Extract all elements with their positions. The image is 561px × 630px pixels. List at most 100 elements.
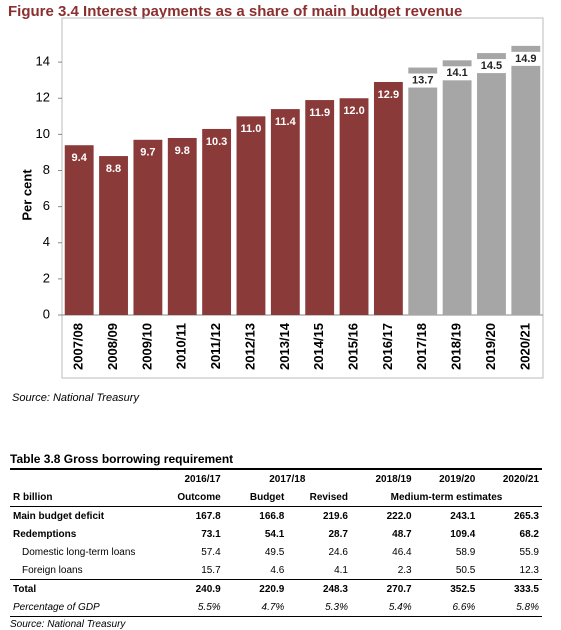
table-cell: 58.9 [455, 546, 476, 558]
label-box [407, 73, 438, 88]
table-cell: 5.5% [160, 598, 224, 617]
x-tick-label: 2008/09 [105, 323, 120, 370]
table-cell: 46.4 [392, 546, 412, 558]
table-cell: 4.7% [223, 598, 288, 617]
table-row: Total 240.9 220.9 248.3 270.7 352.5 333.5 [10, 579, 542, 598]
value-label: 9.7 [140, 147, 155, 159]
x-tick-label: 2017/18 [414, 323, 429, 370]
value-label: 10.3 [206, 136, 227, 148]
table-cell: 333.5 [478, 579, 542, 598]
value-label: 9.8 [175, 145, 190, 157]
bar [373, 81, 403, 316]
table-cell: Main budget deficit [13, 510, 105, 522]
table-cell: 4.6 [270, 564, 285, 576]
y-tick-label: 4 [43, 234, 50, 249]
table-row: R billion Outcome Budget Revised Medium-term… [10, 488, 542, 507]
label-box [510, 51, 541, 66]
y-tick-label: 0 [43, 306, 50, 321]
y-tick-label: 12 [36, 90, 50, 105]
table-row: 2016/17 2017/18 2018/19 2019/20 2020/21 [10, 470, 542, 488]
x-tick-label: 2007/08 [71, 323, 86, 370]
bar [408, 67, 438, 315]
table-cell: 2.3 [397, 564, 412, 576]
table-cell: 166.8 [259, 510, 285, 522]
table-cell: Budget [223, 488, 288, 507]
x-tick-label: 2019/20 [483, 323, 498, 370]
label-box [442, 66, 473, 81]
table-cell: 220.9 [223, 579, 288, 598]
y-tick-label: 2 [43, 270, 50, 285]
table-title: Table 3.8 Gross borrowing requirement [10, 452, 542, 470]
table-cell [10, 470, 160, 488]
value-label: 12.0 [343, 105, 364, 117]
x-tick-label: 2013/14 [277, 322, 292, 370]
chart-title: Figure 3.4 Interest payments as a share … [8, 3, 462, 20]
table-cell: 2019/20 [439, 473, 476, 485]
table-cell: 68.2 [519, 528, 539, 540]
chart-source: Source: National Treasury [12, 392, 140, 404]
x-tick-label: 2009/10 [139, 323, 154, 370]
table-cell: 48.7 [392, 528, 412, 540]
value-label: 13.7 [412, 74, 433, 86]
value-label: 11.4 [275, 116, 297, 128]
bar [477, 53, 506, 315]
x-tick-label: 2015/16 [345, 323, 360, 370]
value-label: 14.1 [446, 67, 467, 79]
x-tick-label: 2020/21 [517, 323, 532, 370]
table-cell: Domestic long-term loans [22, 546, 136, 558]
table-cell: 5.4% [350, 598, 415, 617]
table-cell: 265.3 [513, 510, 539, 522]
bar [64, 145, 94, 315]
y-tick-label: 6 [43, 198, 50, 213]
table-cell: 167.8 [195, 510, 221, 522]
table-block: Table 3.8 Gross borrowing requirement 20… [10, 452, 542, 630]
table-cell: 55.9 [519, 546, 539, 558]
table-cell: 12.3 [519, 564, 539, 576]
table-cell: Redemptions [13, 528, 77, 540]
value-label: 11.0 [241, 123, 262, 135]
table-cell: Medium-term estimates [350, 488, 542, 507]
y-axis-label: Per cent [19, 169, 34, 221]
table-cell: Percentage of GDP [10, 598, 160, 617]
table-cell: 54.1 [264, 528, 285, 540]
value-label: 9.4 [72, 152, 88, 164]
bar [305, 100, 335, 316]
table-cell: 2017/18 [269, 473, 306, 485]
label-box [476, 59, 507, 74]
plot-frame [61, 17, 544, 379]
table-cell: 352.5 [414, 579, 479, 598]
table-source: Source: National Treasury [10, 619, 126, 630]
x-tick-label: 2016/17 [380, 323, 395, 370]
table-cell: Revised [287, 488, 351, 507]
table-cell: 15.7 [201, 564, 221, 576]
y-tick-label: 10 [36, 126, 50, 141]
table-cell: 28.7 [328, 528, 348, 540]
x-tick-label: 2014/15 [311, 323, 326, 370]
value-label: 11.9 [309, 107, 330, 119]
table-cell: 109.4 [450, 528, 476, 540]
value-label: 14.5 [481, 60, 502, 72]
x-tick-label: 2012/13 [242, 323, 257, 370]
table-cell: 73.1 [201, 528, 221, 540]
y-tick-label: 14 [36, 54, 50, 69]
table-cell: Outcome [160, 488, 224, 507]
table-cell: 2016/17 [184, 473, 221, 485]
bar [236, 116, 266, 315]
table-cell: 6.6% [414, 598, 479, 617]
value-label: 12.9 [378, 89, 399, 101]
table-row: Foreign loans 15.7 4.6 4.1 2.3 50.5 12.3 [10, 561, 542, 580]
table: 2016/17 2017/18 2018/19 2019/20 2020/21 R bil… [10, 470, 542, 617]
bar [442, 60, 472, 315]
table-cell: 270.7 [350, 579, 415, 598]
table-cell: 222.0 [386, 510, 412, 522]
table-cell: 2020/21 [502, 473, 539, 485]
x-tick-label: 2010/11 [174, 323, 189, 369]
value-label: 8.8 [106, 163, 121, 175]
table-row: Percentage of GDP 5.5% 4.7% 5.3% 5.4% 6.6% 5.8… [10, 598, 542, 617]
table-cell: 240.9 [160, 579, 224, 598]
table-cell: 2018/19 [375, 473, 412, 485]
table-cell: Foreign loans [22, 564, 83, 576]
bar [511, 45, 541, 316]
bar [167, 137, 197, 315]
table-cell: 49.5 [264, 546, 285, 558]
